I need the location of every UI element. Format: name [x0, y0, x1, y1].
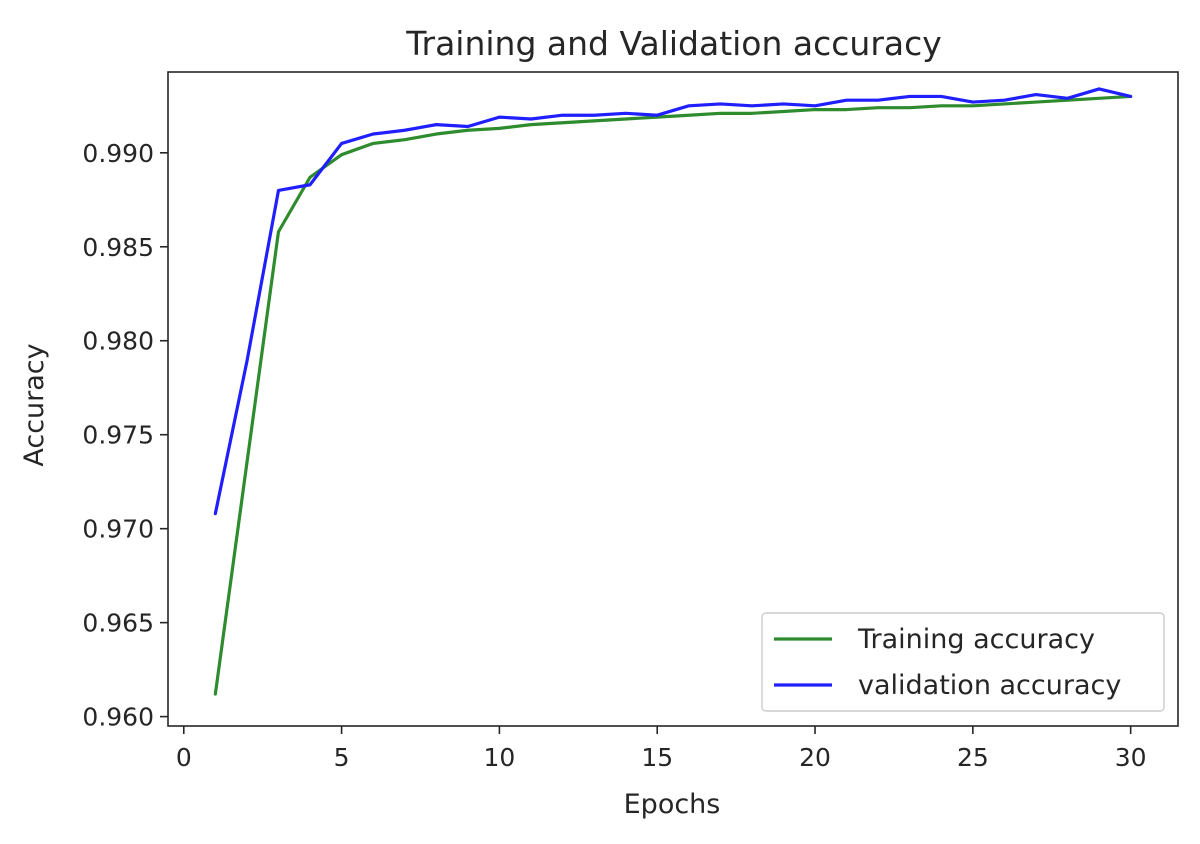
x-tick-label: 20 — [799, 743, 831, 772]
x-tick-label: 5 — [334, 743, 350, 772]
legend-box — [761, 612, 1165, 712]
x-tick-label: 0 — [176, 743, 192, 772]
y-tick-label: 0.990 — [82, 139, 154, 168]
y-axis-label: Accuracy — [19, 343, 50, 466]
x-tick-label: 25 — [957, 743, 989, 772]
series-line-training — [213, 94, 1133, 696]
legend-label-validation: validation accuracy — [858, 670, 1121, 701]
y-tick-label: 0.985 — [82, 233, 154, 262]
y-tick-label: 0.965 — [82, 609, 154, 638]
series-line-validation — [213, 87, 1133, 516]
legend-label-training: Training accuracy — [857, 624, 1095, 655]
y-tick-label: 0.980 — [82, 327, 154, 356]
x-tick-label: 15 — [641, 743, 673, 772]
y-tick-label: 0.960 — [82, 703, 154, 732]
x-tick-label: 10 — [484, 743, 516, 772]
x-tick-label: 30 — [1115, 743, 1147, 772]
plot-area: 0 5 10 15 20 25 30 0.960 0.965 0.970 0.975 0.980 0.9… — [82, 71, 1179, 772]
legend: Training accuracy validation accuracy — [761, 612, 1165, 712]
axes-frame — [167, 71, 1179, 727]
y-tick-label: 0.970 — [82, 515, 154, 544]
y-tick-label: 0.975 — [82, 421, 154, 450]
x-axis-label: Epochs — [624, 789, 721, 820]
chart-title: Training and Validation accuracy — [405, 24, 942, 63]
